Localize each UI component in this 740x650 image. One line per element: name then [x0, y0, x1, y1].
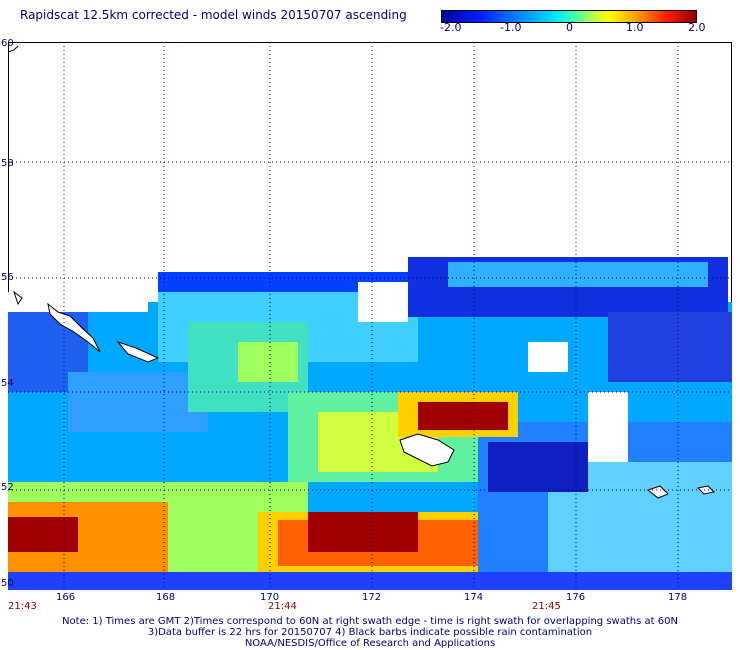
lat-label: 54 [1, 378, 14, 389]
lon-label: 166 [56, 592, 76, 603]
time-label: 21:43 [8, 601, 37, 612]
lon-label: 178 [668, 592, 688, 603]
footer-note: Note: 1) Times are GMT 2)Times correspon… [62, 616, 678, 627]
colorbar-tick-label: 1.0 [626, 21, 644, 34]
lon-label: 174 [464, 592, 484, 603]
lon-label: 172 [362, 592, 382, 603]
lon-label: 168 [156, 592, 176, 603]
lat-lon-grid [8, 42, 732, 590]
colorbar-tick-label: -1.0 [500, 21, 522, 34]
lat-label: 52 [1, 482, 14, 493]
footer-note: 3)Data buffer is 22 hrs for 20150707 4) … [147, 627, 593, 638]
coastline [8, 45, 716, 499]
colorbar [441, 10, 697, 23]
lat-label: 58 [1, 158, 14, 169]
swath-data [8, 257, 732, 590]
colorbar-tick-label: -2.0 [440, 21, 462, 34]
time-label: 21:44 [268, 601, 297, 612]
map-title: Rapidscat 12.5km corrected - model winds… [20, 8, 407, 22]
lat-label: 50 [1, 578, 14, 589]
lon-label: 170 [260, 592, 280, 603]
lat-label: 56 [1, 272, 14, 283]
colorbar-tick-label: 0 [566, 21, 573, 34]
lat-label: 60 [1, 38, 14, 49]
time-label: 21:45 [532, 601, 561, 612]
colorbar-tick-label: 2.0 [688, 21, 706, 34]
wind-difference-map [8, 42, 732, 590]
footer-credit: NOAA/NESDIS/Office of Research and Appli… [244, 638, 496, 649]
lon-label: 176 [566, 592, 586, 603]
